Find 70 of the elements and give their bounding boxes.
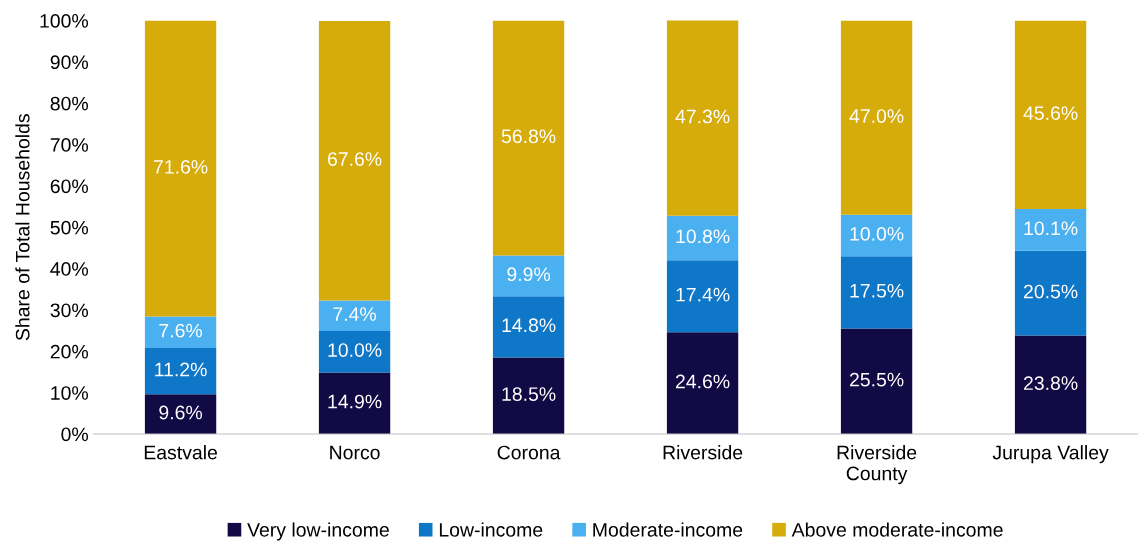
- bar: [1014, 209, 1087, 251]
- bar: [318, 331, 391, 373]
- y-tick-label: 50%: [50, 220, 89, 235]
- y-tick-label: 70%: [50, 138, 89, 152]
- bar: [318, 300, 391, 332]
- y-axis-title: Share of Total Households: [15, 114, 30, 341]
- bar: [666, 215, 739, 261]
- bar: [492, 255, 565, 297]
- data-label: 14.9%: [328, 394, 382, 409]
- bar: [492, 20, 565, 256]
- y-tick-label: 10%: [51, 386, 89, 400]
- data-label: 45.6%: [1023, 106, 1078, 121]
- y-tick-label: 30%: [50, 303, 89, 318]
- x-tick-label: Corona: [497, 445, 561, 460]
- y-tick-label: 60%: [50, 179, 89, 194]
- legend-label: Moderate-income: [593, 522, 743, 537]
- bar: [840, 328, 913, 435]
- data-label: 7.6%: [159, 323, 203, 338]
- data-label: 47.3%: [675, 109, 730, 124]
- bar: [1014, 250, 1087, 336]
- data-label: 71.6%: [153, 160, 208, 174]
- bar: [840, 214, 913, 257]
- data-label: 9.6%: [159, 405, 203, 420]
- data-label: 10.0%: [328, 343, 382, 357]
- bar: [840, 256, 913, 329]
- bar: [666, 20, 739, 216]
- data-label: 67.6%: [327, 152, 382, 166]
- data-label: 9.9%: [507, 267, 551, 282]
- bar: [1014, 335, 1087, 435]
- data-label: 17.4%: [676, 287, 730, 302]
- bar: [144, 316, 217, 349]
- data-label: 10.8%: [676, 229, 730, 244]
- bar: [318, 20, 391, 301]
- legend-label: Low-income: [439, 522, 543, 537]
- x-tick-label: Eastvale: [144, 445, 217, 460]
- legend-label: Very low-income: [247, 522, 389, 541]
- bar: [492, 296, 565, 358]
- bar: [492, 357, 565, 435]
- bar: [144, 348, 217, 395]
- x-tick-label: Riverside County: [837, 445, 917, 485]
- data-label: 10.1%: [1024, 221, 1078, 236]
- data-label: 17.5%: [850, 283, 904, 298]
- legend-label: Above moderate-income: [791, 522, 1003, 537]
- data-label: 47.0%: [849, 109, 904, 123]
- y-tick-label: 90%: [50, 55, 89, 70]
- data-label: 10.0%: [850, 226, 904, 241]
- data-label: 18.5%: [502, 387, 556, 401]
- data-label: 23.8%: [1023, 376, 1078, 391]
- bar: [840, 20, 913, 215]
- data-label: 20.5%: [1023, 284, 1078, 299]
- bar: [144, 20, 217, 317]
- bar: [318, 372, 391, 435]
- data-label: 14.8%: [502, 318, 556, 333]
- x-tick-label: Riverside: [663, 445, 743, 460]
- y-tick-label: 80%: [50, 96, 89, 111]
- data-label: 25.5%: [849, 372, 904, 387]
- y-tick-label: 100%: [40, 14, 89, 28]
- y-tick-label: 40%: [50, 262, 89, 276]
- bar: [1014, 20, 1087, 210]
- bar: [144, 394, 217, 435]
- y-tick-label: 20%: [50, 344, 89, 359]
- data-label: 11.2%: [155, 362, 207, 377]
- x-tick-label: Norco: [330, 445, 380, 460]
- y-tick-label: 0%: [61, 427, 89, 442]
- data-label: 24.6%: [675, 374, 730, 389]
- x-tick-label: Jurupa Valley: [992, 445, 1109, 464]
- data-label: 7.4%: [333, 307, 377, 321]
- data-label: 56.8%: [501, 129, 556, 144]
- bar: [666, 260, 739, 333]
- bar: [666, 332, 739, 435]
